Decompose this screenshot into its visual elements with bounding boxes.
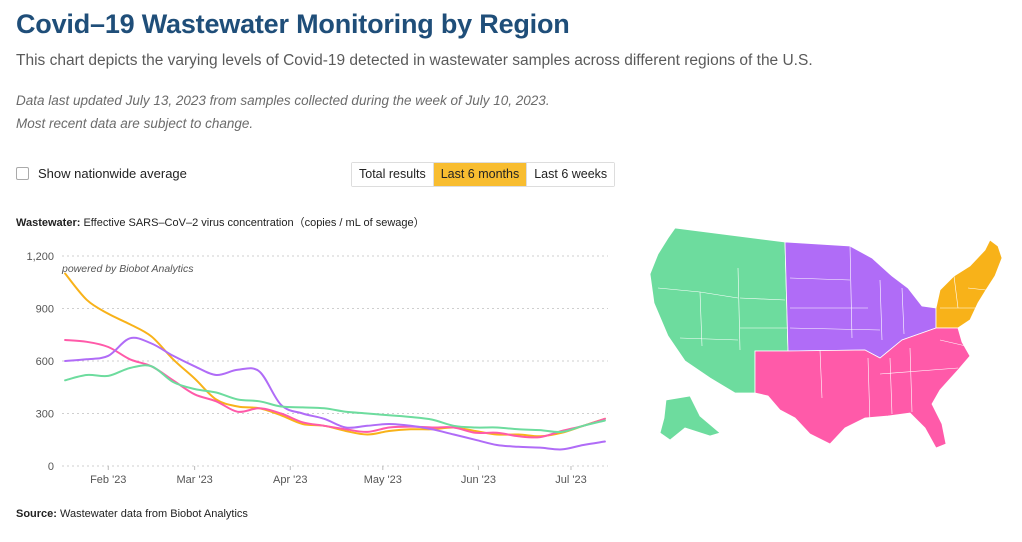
- time-range-tabs: Total results Last 6 months Last 6 weeks: [351, 162, 616, 187]
- chart-heading-text: Effective SARS–CoV–2 virus concentration…: [80, 217, 425, 229]
- chart-annotation: powered by Biobot Analytics: [61, 263, 194, 275]
- y-tick-label: 1,200: [26, 251, 54, 263]
- tab-total-results[interactable]: Total results: [352, 163, 433, 186]
- wastewater-line-chart: 0 300 600 900 1,200 Feb '23 Mar '23 Apr '23 May …: [26, 251, 608, 486]
- page-title: Covid–19 Wastewater Monitoring by Region: [16, 9, 570, 39]
- nationwide-average-label: Show nationwide average: [38, 166, 187, 181]
- x-tick-label: Jun '23: [461, 474, 496, 486]
- tab-last-6-weeks[interactable]: Last 6 weeks: [526, 163, 615, 186]
- update-note: Data last updated July 13, 2023 from sam…: [16, 93, 550, 108]
- nationwide-average-toggle[interactable]: Show nationwide average: [16, 166, 187, 181]
- series-line-west: [64, 364, 606, 434]
- x-tick-label: Feb '23: [90, 474, 126, 486]
- map-region-northeast[interactable]: [935, 239, 1003, 329]
- page-subtitle: This chart depicts the varying levels of…: [16, 52, 813, 69]
- map-region-south[interactable]: [754, 327, 971, 449]
- nationwide-average-checkbox[interactable]: [16, 167, 29, 180]
- map-region-alaska[interactable]: [659, 395, 721, 441]
- source-text: Wastewater data from Biobot Analytics: [56, 508, 248, 520]
- state-borders: [657, 245, 987, 425]
- x-tick-label: Apr '23: [273, 474, 308, 486]
- x-tick-label: Jul '23: [555, 474, 586, 486]
- x-tick-label: May '23: [364, 474, 402, 486]
- chart-heading: Wastewater: Effective SARS–CoV–2 virus c…: [16, 214, 425, 230]
- y-tick-label: 900: [36, 304, 54, 316]
- y-tick-label: 600: [36, 356, 54, 368]
- source-label: Source:: [16, 508, 57, 520]
- x-tick-label: Mar '23: [176, 474, 212, 486]
- y-tick-label: 300: [36, 409, 54, 421]
- series-line-northeast: [64, 272, 606, 438]
- change-note: Most recent data are subject to change.: [16, 116, 254, 131]
- y-tick-label: 0: [48, 461, 54, 473]
- tab-last-6-months[interactable]: Last 6 months: [432, 163, 527, 186]
- chart-heading-bold: Wastewater:: [16, 217, 81, 229]
- series-line-midwest: [64, 336, 606, 451]
- us-region-map: [649, 228, 1003, 449]
- source-note: Source: Wastewater data from Biobot Anal…: [16, 508, 248, 520]
